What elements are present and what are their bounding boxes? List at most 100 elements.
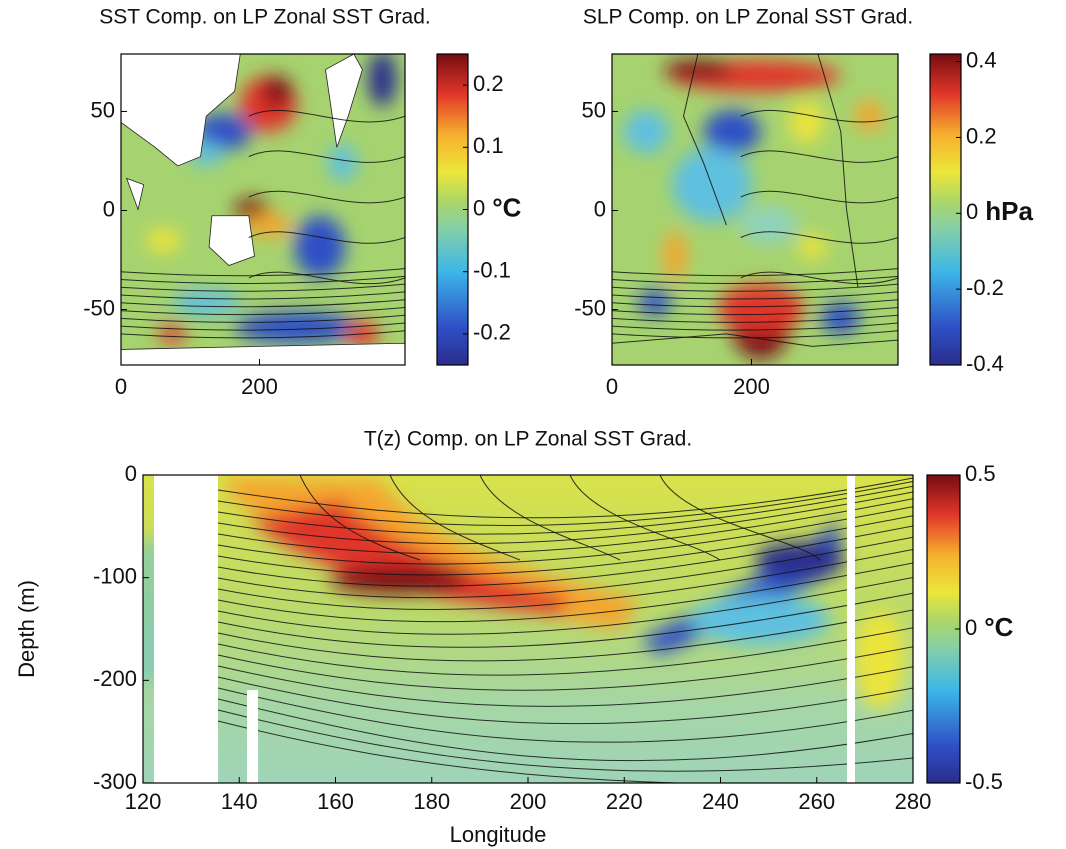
field-blob [740, 206, 798, 244]
contour [248, 109, 405, 123]
contour [299, 475, 421, 561]
contour [612, 306, 898, 316]
field-blob [172, 290, 241, 316]
y-axis-label: Depth (m) [14, 580, 39, 678]
field-blob [672, 147, 753, 222]
field-blob [157, 324, 187, 344]
x-tick-label: 160 [317, 789, 354, 814]
land [126, 177, 145, 211]
colorbar-unit: hPa [985, 196, 1033, 226]
contour [121, 283, 405, 292]
contour [217, 676, 913, 725]
colorbar-tick-label: 0.5 [965, 461, 996, 486]
panel: SLP Comp. on LP Zonal SST Grad. 0 200 -50 0 5… [574, 6, 1033, 399]
contour [389, 475, 521, 561]
colorbar [436, 53, 469, 366]
land [208, 215, 255, 266]
field [121, 54, 405, 365]
contour [740, 271, 898, 285]
contour [248, 231, 405, 244]
field-blob [797, 234, 827, 260]
colorbar-tick-label: -0.2 [473, 320, 511, 345]
contour [612, 322, 898, 331]
y-tick-label: -300 [93, 769, 137, 794]
x-tick-label: 140 [221, 789, 258, 814]
cool-max [755, 542, 845, 578]
contour [248, 150, 405, 163]
colorbar-tick-label: 0.2 [966, 123, 997, 148]
contour [612, 330, 898, 339]
field-blob [855, 100, 884, 132]
x-tick-label: 280 [895, 789, 932, 814]
contour [217, 485, 913, 535]
x-tick-label: 260 [798, 789, 835, 814]
field-shading [146, 54, 397, 347]
field-blob [623, 109, 670, 154]
x-tick-label: 0 [606, 374, 618, 399]
contour [217, 609, 913, 662]
plot-frame [611, 53, 899, 366]
colorbar-tick-label: -0.1 [473, 258, 511, 283]
y-tick-label: -50 [83, 295, 115, 320]
contour [121, 322, 405, 331]
contour [612, 299, 898, 308]
x-tick-label: 220 [606, 789, 643, 814]
field-blob [663, 231, 687, 282]
contour [612, 291, 898, 300]
contour [217, 577, 913, 635]
contour [569, 475, 721, 561]
x-tick-label: 120 [125, 789, 162, 814]
warm-deep [855, 610, 905, 710]
colorbar-tick-label: 0 [473, 195, 485, 220]
colorbar-tick-label: 0.4 [966, 47, 997, 72]
contour [217, 515, 913, 576]
colorbar-tick-label: 0 [966, 199, 978, 224]
contour [217, 709, 913, 772]
field-blob [146, 228, 181, 254]
contour [248, 190, 405, 204]
contour [217, 627, 913, 676]
contour [121, 330, 405, 339]
field-blob [789, 100, 824, 145]
land [121, 342, 405, 365]
x-axis-label: Longitude [450, 822, 547, 847]
contour [479, 475, 621, 561]
panel-title: T(z) Comp. on LP Zonal SST Grad. [364, 428, 692, 451]
contour [740, 150, 898, 163]
y-tick-label: 50 [582, 97, 606, 122]
colorbar-unit: °C [492, 192, 521, 222]
x-tick-label: 240 [702, 789, 739, 814]
field-blob [368, 54, 397, 107]
cool-west [143, 540, 155, 680]
missing-data [154, 475, 218, 783]
contour [217, 506, 913, 565]
field-blob [245, 212, 292, 238]
contour [740, 109, 898, 123]
warm-core [250, 500, 570, 615]
coastline [817, 54, 859, 288]
y-tick-label: -200 [93, 666, 137, 691]
colorbar-unit: °C [984, 612, 1013, 642]
field-blob [637, 290, 673, 316]
contour [217, 720, 695, 783]
contour [612, 314, 898, 323]
y-tick-label: 50 [91, 97, 115, 122]
contour [217, 646, 913, 691]
field-blob [294, 215, 346, 278]
colorbar-tick-label: 0.1 [473, 133, 504, 158]
panel-title: SLP Comp. on LP Zonal SST Grad. [583, 6, 913, 29]
contour [740, 190, 898, 204]
contour [217, 491, 913, 545]
field-shading [623, 60, 884, 359]
x-tick-label: 180 [413, 789, 450, 814]
y-tick-label: 0 [594, 196, 606, 221]
contour [612, 275, 898, 284]
contour [121, 291, 405, 300]
colorbar-tick-label: -0.5 [965, 769, 1003, 794]
contour [659, 475, 821, 561]
colorbar-tick-label: -0.2 [966, 275, 1004, 300]
contour [217, 665, 913, 707]
colorbar-tick-label: 0 [965, 615, 977, 640]
contour [121, 299, 405, 308]
colorbar-tick-label: -0.4 [966, 351, 1004, 376]
